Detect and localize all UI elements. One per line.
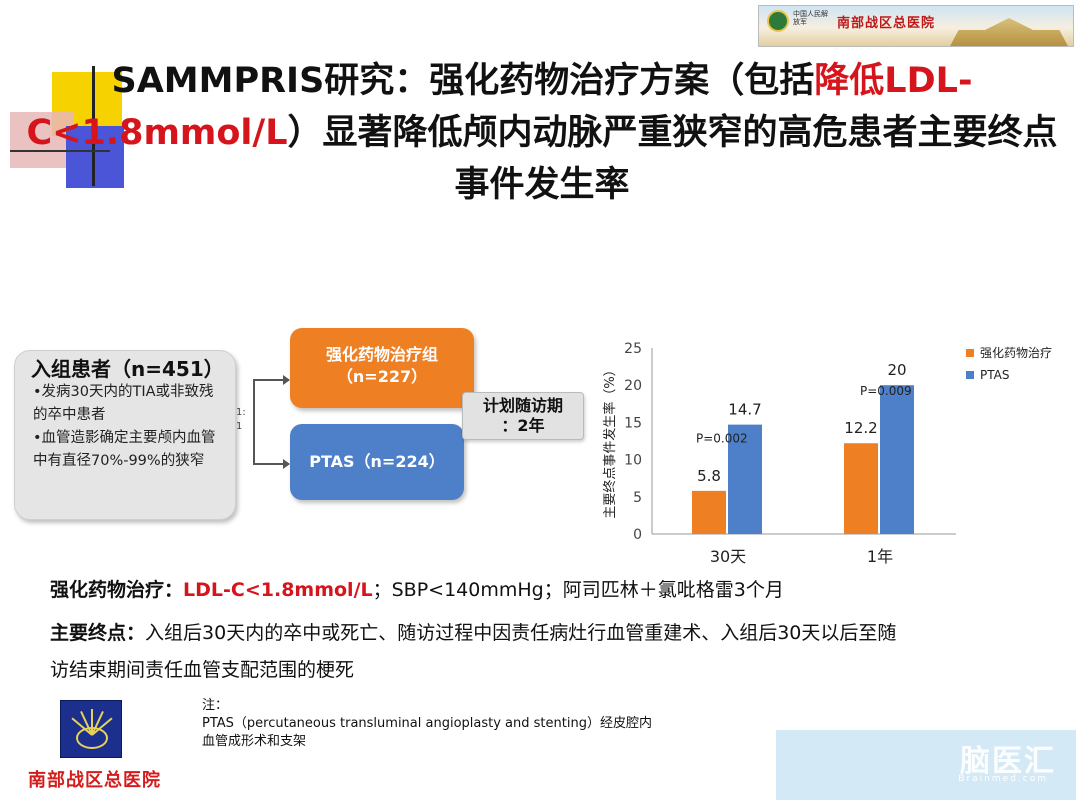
note-line1: PTAS（percutaneous transluminal angioplas… (202, 716, 652, 731)
y-tick-label: 15 (624, 415, 642, 431)
intensive-therapy-definition: 强化药物治疗：LDL-C<1.8mmol/L；SBP<140mmHg；阿司匹林＋… (50, 577, 784, 603)
bar-ptas-30d (728, 424, 762, 534)
connector-trunk (253, 380, 255, 464)
hospital-banner: 中国人民解放军 南部战区总医院 (758, 5, 1074, 47)
slide-title: SAMMPRIS研究：强化药物治疗方案（包括降低LDL-C<1.8mmol/L）… (14, 55, 1070, 211)
title-part1: SAMMPRIS研究：强化药物治疗方案（包括 (111, 61, 815, 101)
legend-item-ptas: PTAS (966, 364, 1052, 386)
chart-legend: 强化药物治疗 PTAS (966, 342, 1052, 386)
title-part2: ）显著降低颅内动脉严重狭窄的高危患者主要终点事件发生率 (287, 113, 1058, 205)
legend-label-ptas: PTAS (980, 368, 1010, 382)
banner-sub-text: 中国人民解放军 (793, 10, 828, 26)
p-value-1y: P=0.009 (860, 384, 912, 398)
arrow-head-bottom (283, 459, 290, 469)
watermark-sub: Brainmed.com (958, 774, 1048, 784)
connector-top (253, 379, 289, 381)
note-line2: 血管成形术和支架 (202, 734, 307, 749)
decorative-blue-square (66, 126, 124, 188)
y-tick-label: 0 (633, 527, 642, 543)
legend-swatch-blue (966, 371, 974, 379)
decorative-red-square (10, 112, 74, 168)
watermark: 脑医汇 Brainmed.com (776, 730, 1076, 800)
decorative-vertical-line (92, 66, 95, 186)
patients-title: 入组患者（n=451） (31, 357, 224, 381)
line2-rest: 入组后30天内的卒中或死亡、随访过程中因责任病灶行血管重建术、入组后30天以后至… (145, 622, 897, 644)
p-value-30d: P=0.002 (696, 431, 748, 445)
intensive-therapy-arm: 强化药物治疗组 （n=227） (290, 328, 474, 408)
decorative-horizontal-line (10, 150, 110, 152)
watermark-text: 脑医汇 (960, 744, 1056, 779)
y-tick-label: 20 (624, 378, 642, 394)
y-axis-label: 主要终点事件发生率（%） (602, 363, 618, 518)
primary-endpoint-definition: 主要终点：入组后30天内的卒中或死亡、随访过程中因责任病灶行血管重建术、入组后3… (50, 620, 896, 646)
bar-intensive-30d (692, 490, 726, 534)
patients-criterion-2: •血管造影确定主要颅内血管中有直径70%-99%的狭窄 (33, 430, 216, 469)
line1-label: 强化药物治疗： (50, 579, 184, 601)
bar-intensive-1y (844, 443, 878, 534)
bar-value-label: 20 (887, 361, 906, 379)
randomization-ratio: 1:1 (236, 407, 246, 432)
line1-rest: ；SBP<140mmHg；阿司匹林＋氯吡格雷3个月 (372, 579, 784, 601)
legend-label-intensive: 强化药物治疗 (980, 346, 1053, 360)
intensive-arm-n: （n=227） (336, 367, 428, 386)
x-category-label: 30天 (710, 547, 746, 566)
followup-period-box: 计划随访期 ：2年 (462, 392, 584, 440)
bar-value-label: 12.2 (844, 419, 877, 437)
logo-ring (76, 727, 108, 749)
emblem-icon (767, 10, 789, 32)
y-tick-label: 25 (624, 341, 642, 357)
title-highlight: 降低LDL-C<1.8mmol/L (26, 61, 973, 153)
hospital-logo-icon (60, 700, 122, 758)
footer-hospital-name: 南部战区总医院 (28, 770, 161, 791)
followup-line1: 计划随访期 (482, 396, 563, 415)
footnote: 注： PTAS（percutaneous transluminal angiop… (202, 697, 652, 751)
y-tick-label: 10 (624, 453, 642, 469)
ptas-arm: PTAS（n=224） (290, 424, 464, 500)
endpoint-bar-chart: 0 5 10 15 20 25 主要终点事件发生率（%） 5.8 14.7 30天 12.2 20 1年… (602, 341, 956, 566)
x-category-label: 1年 (867, 547, 893, 566)
patients-criterion-1: •发病30天内的TIA或非致残的卒中患者 (33, 384, 214, 423)
logo-ray (91, 709, 93, 735)
bar-value-label: 5.8 (697, 467, 721, 485)
bar-ptas-1y (880, 385, 914, 534)
connector-bottom (253, 463, 289, 465)
followup-line2: ：2年 (501, 416, 545, 435)
legend-swatch-orange (966, 349, 974, 357)
building-icon (949, 18, 1069, 46)
line3-text: 访结束期间责任血管支配范围的梗死 (50, 659, 355, 681)
enrolled-patients-box: 入组患者（n=451） •发病30天内的TIA或非致残的卒中患者 •血管造影确定… (14, 350, 236, 520)
banner-hospital-name: 南部战区总医院 (837, 16, 936, 31)
y-tick-label: 5 (633, 490, 642, 506)
line1-ldl-target: LDL-C<1.8mmol/L (183, 579, 373, 601)
legend-item-intensive: 强化药物治疗 (966, 342, 1052, 364)
intensive-arm-label: 强化药物治疗组 (325, 345, 438, 364)
ptas-arm-label: PTAS（n=224） (309, 452, 445, 471)
line2-label: 主要终点： (50, 622, 146, 644)
bar-value-label: 14.7 (728, 401, 761, 419)
primary-endpoint-continued: 访结束期间责任血管支配范围的梗死 (50, 657, 354, 683)
note-label: 注： (202, 698, 229, 713)
arrow-head-top (283, 375, 290, 385)
